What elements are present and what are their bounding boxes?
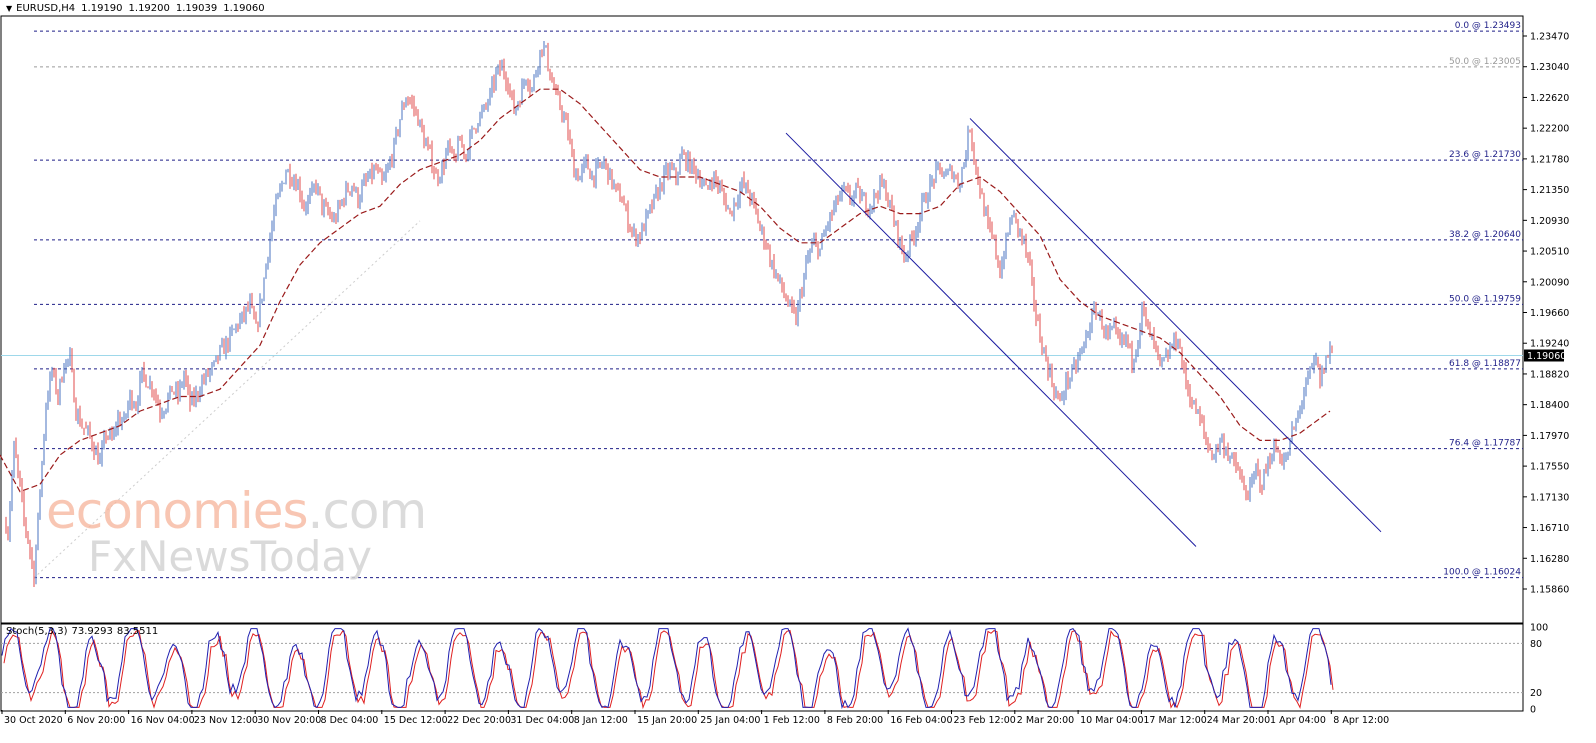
x-tick-label: 30 Nov 20:00 [257,715,321,726]
stoch-y-tick-label: 20 [1530,688,1542,699]
y-tick-label: 1.22620 [1530,93,1569,104]
fib-level-label: 23.6 @ 1.21730 [1449,150,1521,160]
y-tick-label: 1.16280 [1530,554,1569,565]
fib-level-label: 0.0 @ 1.23493 [1455,21,1521,31]
watermark-economies: economies.com [46,482,427,540]
x-tick-label: 16 Feb 04:00 [890,715,952,726]
close-value: 1.19060 [223,3,265,14]
y-tick-label: 1.18400 [1530,400,1569,411]
y-tick-label: 1.21350 [1530,185,1569,196]
y-tick-label: 1.16710 [1530,523,1569,534]
fib-level-label: 38.2 @ 1.20640 [1449,230,1521,240]
x-tick-label: 8 Jan 12:00 [574,715,628,726]
fib-level-label: 50.0 @ 1.23005 [1449,57,1521,67]
channel-trendline [785,132,1197,547]
y-tick-label: 1.22200 [1530,124,1569,135]
x-tick-label: 23 Nov 12:00 [194,715,258,726]
x-tick-label: 25 Jan 04:00 [700,715,760,726]
fib-level-label: 61.8 @ 1.18877 [1449,359,1521,369]
y-tick-label: 1.17130 [1530,492,1569,503]
y-tick-label: 1.15860 [1530,585,1569,596]
x-tick-label: 24 Mar 20:00 [1207,715,1270,726]
y-tick-label: 1.20930 [1530,216,1569,227]
fib-level-label: 50.0 @ 1.19759 [1449,294,1521,304]
moving-average-line [0,88,1331,493]
current-price-tag [1524,349,1564,362]
x-tick-label: 8 Apr 12:00 [1333,715,1389,726]
y-tick-label: 1.23040 [1530,62,1569,73]
x-tick-label: 15 Jan 20:00 [637,715,697,726]
watermark-fxnewstoday: FxNewsToday [88,532,372,581]
x-tick-label: 8 Feb 20:00 [827,715,883,726]
y-tick-label: 1.18820 [1530,369,1569,380]
fib-level-label: 76.4 @ 1.17787 [1449,439,1521,449]
x-tick-label: 8 Dec 04:00 [321,715,379,726]
stochastic-label: Stoch(5,3,3) 73.9293 83.5511 [6,626,159,637]
price-pane-frame [0,15,1524,624]
y-tick-label: 1.23470 [1530,32,1569,43]
y-tick-label: 1.20090 [1530,277,1569,288]
stoch-main-line [1,627,1332,710]
x-tick-label: 23 Feb 12:00 [954,715,1016,726]
y-tick-label: 1.19660 [1530,308,1569,319]
y-tick-label: 1.17970 [1530,431,1569,442]
x-tick-label: 17 Mar 12:00 [1143,715,1206,726]
open-value: 1.19190 [81,3,123,14]
channel-trendline [969,118,1382,533]
dropdown-triangle-icon[interactable]: ▼ [6,4,13,13]
current-price-label: 1.19060 [1527,351,1566,362]
stoch-y-tick-label: 0 [1530,705,1536,716]
stoch-y-tick-label: 80 [1530,639,1542,650]
x-tick-label: 1 Feb 12:00 [764,715,820,726]
x-tick-label: 31 Dec 04:00 [510,715,574,726]
y-tick-label: 1.19240 [1530,339,1569,350]
symbol-label: EURUSD,H4 [16,3,76,14]
fib-level-label: 100.0 @ 1.16024 [1443,568,1521,578]
y-tick-label: 1.21780 [1530,154,1569,165]
x-tick-label: 30 Oct 2020 [4,715,63,726]
x-tick-label: 10 Mar 04:00 [1080,715,1143,726]
stoch-y-tick-label: 100 [1530,623,1548,634]
chart-header: ▼ EURUSD,H4 1.19190 1.19200 1.19039 1.19060 [6,3,271,14]
x-tick-label: 15 Dec 12:00 [384,715,448,726]
x-tick-label: 16 Nov 04:00 [131,715,195,726]
x-tick-label: 22 Dec 20:00 [447,715,511,726]
high-value: 1.19200 [128,3,170,14]
x-tick-label: 6 Nov 20:00 [67,715,125,726]
stoch-signal-line [3,629,1334,710]
y-tick-label: 1.20510 [1530,247,1569,258]
x-tick-label: 1 Apr 04:00 [1270,715,1326,726]
low-value: 1.19039 [175,3,218,14]
candles-group [5,41,1333,587]
y-tick-label: 1.17550 [1530,462,1569,473]
x-tick-label: 2 Mar 20:00 [1017,715,1074,726]
